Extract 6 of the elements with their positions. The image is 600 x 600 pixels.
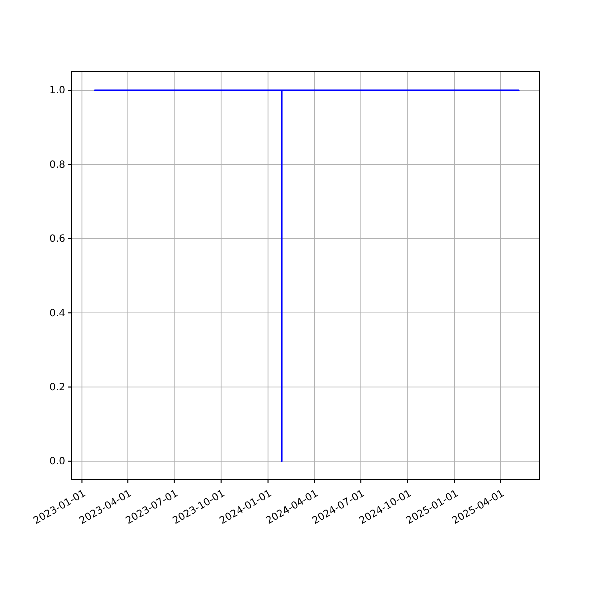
y-tick-label: 0.6 [50, 234, 66, 246]
y-tick-label: 0.0 [50, 456, 66, 468]
y-tick-label: 0.8 [50, 160, 66, 171]
y-tick-label: 0.2 [50, 382, 66, 394]
y-tick-label: 1.0 [50, 86, 66, 97]
y-tick-label: 0.4 [50, 308, 66, 320]
